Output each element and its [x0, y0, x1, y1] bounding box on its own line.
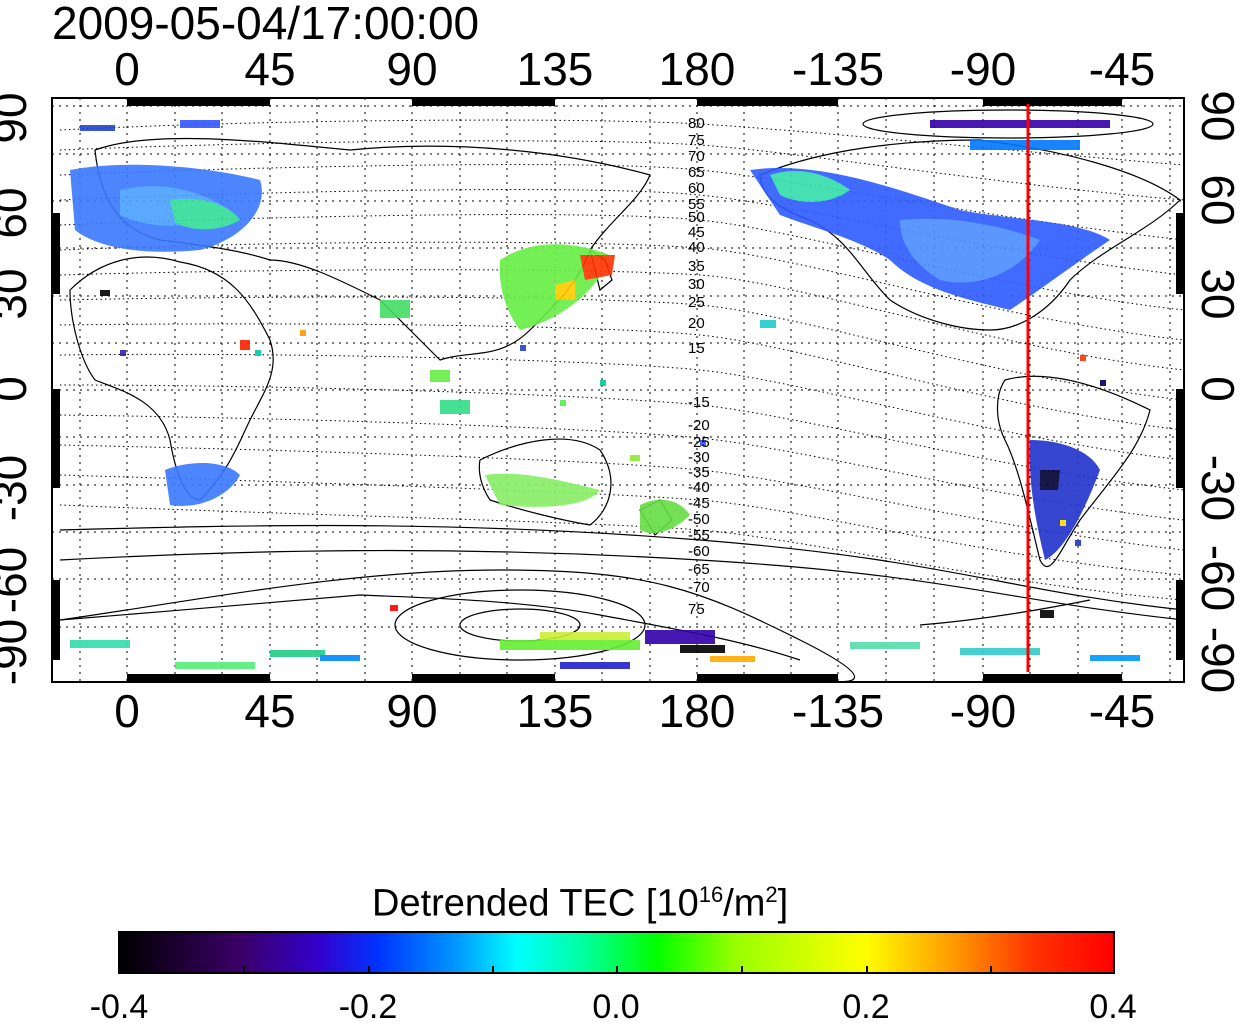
lon-tick-bottom: -45	[1088, 685, 1156, 737]
south-america-outline	[996, 375, 1151, 568]
contour-label-north: 30	[688, 276, 705, 293]
colorbar-tick-label: -0.2	[338, 988, 398, 1026]
contour-label-north: 25	[688, 294, 705, 311]
colorbar-tick-label: 0.4	[1089, 988, 1137, 1026]
contour-label-north: 75	[688, 132, 705, 149]
contour-label-south: -30	[688, 449, 710, 466]
lon-tick-top: 0	[114, 43, 140, 95]
colorbar-tick-label: 0.2	[842, 988, 890, 1026]
contour-label-south: -50	[688, 511, 710, 528]
australia-outline	[478, 438, 612, 526]
colorbar-tick-label: 0.0	[592, 988, 640, 1026]
lon-tick-bottom: 180	[658, 685, 736, 737]
contour-label-north: 35	[688, 258, 705, 275]
contour-label-north: 50	[688, 209, 705, 226]
lon-tick-bottom: -90	[949, 685, 1017, 737]
contour-label-north: 60	[688, 180, 705, 197]
colorbar-tick-label: -0.4	[89, 988, 149, 1026]
tec-patch-south-africa	[165, 463, 240, 506]
colorbar-minor-tick	[866, 966, 868, 974]
lon-tick-bottom: 45	[244, 685, 296, 737]
lon-tick-bottom: -135	[791, 685, 885, 737]
colorbar-minor-tick	[368, 966, 370, 974]
contour-label-south: -55	[688, 527, 710, 544]
tec-patch-new-zealand	[640, 499, 690, 534]
lon-tick-bottom: 0	[114, 685, 140, 737]
timestamp-title: 2009-05-04/17:00:00	[52, 0, 480, 49]
colorbar-minor-tick	[492, 966, 494, 974]
contour-label-south: -20	[688, 417, 710, 434]
contour-label-north: 70	[688, 148, 705, 165]
lon-tick-top: 180	[658, 43, 736, 95]
colorbar-minor-tick	[243, 966, 245, 974]
lon-tick-top: -90	[949, 43, 1017, 95]
contour-label-south: -40	[688, 479, 710, 496]
lon-tick-bottom: 135	[516, 685, 594, 737]
contour-label-north: 55	[688, 196, 705, 213]
contour-label-north: 20	[688, 315, 705, 332]
lon-tick-top: 90	[386, 43, 438, 95]
contour-label-south: -35	[688, 464, 710, 481]
lon-tick-top: 45	[244, 43, 296, 95]
contour-label-north: 65	[688, 164, 705, 181]
colorbar-minor-tick	[990, 966, 992, 974]
tec-patch-australia	[485, 473, 600, 507]
contour-label-south: 75	[688, 601, 705, 618]
contour-label-south: -25	[688, 434, 710, 451]
contour-label-north: 40	[688, 239, 705, 256]
contour-label-south: -15	[688, 394, 710, 411]
tec-patch-antarctic-strips	[70, 120, 1140, 669]
colorbar-title: Detrended TEC [1016/m2]	[372, 882, 789, 925]
contour-label-north: 45	[688, 224, 705, 241]
tec-data	[70, 120, 1140, 669]
contour-labels: 80 75 70 65 60 55 50 45 40 35 30 25 20 1…	[688, 115, 710, 618]
contour-label-north: 80	[688, 115, 705, 132]
contour-label-south: -60	[688, 543, 710, 560]
tec-scatter-points	[100, 290, 1106, 618]
contour-label-south: -65	[688, 561, 710, 578]
lon-tick-top: -45	[1088, 43, 1156, 95]
lon-tick-top: -135	[791, 43, 885, 95]
lon-tick-bottom: 90	[386, 685, 438, 737]
europe-africa-outline	[69, 256, 274, 501]
eurasia-outline	[94, 137, 651, 361]
colorbar-minor-tick	[616, 966, 618, 974]
tec-map: 80 75 70 65 60 55 50 45 40 35 30 25 20 1…	[51, 97, 1185, 683]
contour-label-south: -45	[688, 495, 710, 512]
contour-label-north: 15	[688, 340, 705, 357]
contour-label-south: -70	[688, 579, 710, 596]
lon-tick-top: 135	[516, 43, 594, 95]
colorbar-minor-tick	[741, 966, 743, 974]
